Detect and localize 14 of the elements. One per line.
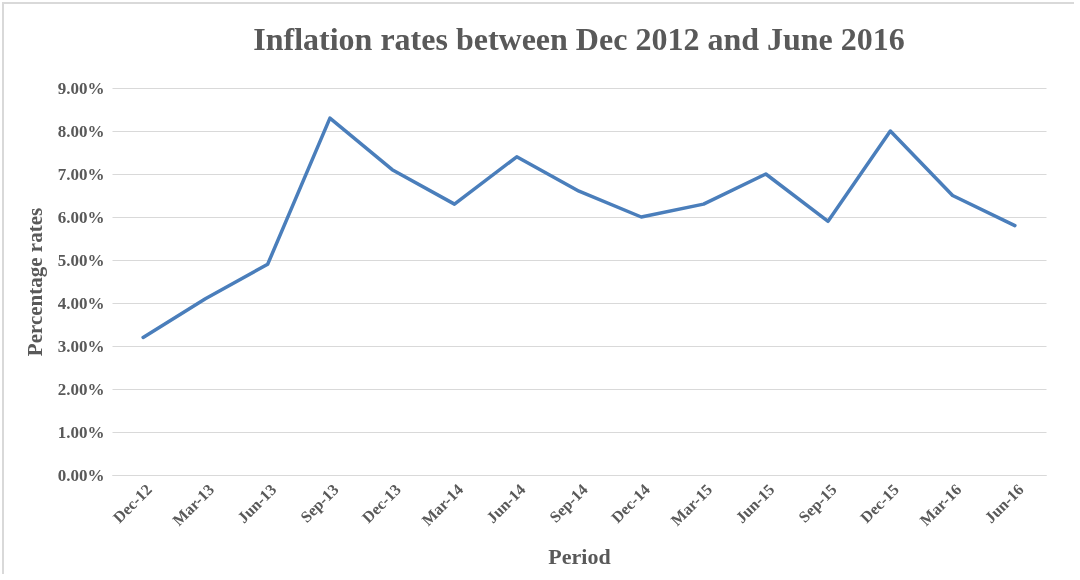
y-tick-label: 5.00% xyxy=(57,250,105,270)
y-tick-label: 0.00% xyxy=(57,465,105,485)
x-axis-title: Period xyxy=(548,543,611,569)
y-tick-label: 7.00% xyxy=(57,164,105,184)
y-tick-label: 6.00% xyxy=(57,207,105,227)
chart-title: Inflation rates between Dec 2012 and June 2016 xyxy=(253,21,905,57)
y-tick-label: 2.00% xyxy=(57,379,105,399)
line-series xyxy=(141,116,1017,340)
y-tick-label: 9.00% xyxy=(57,78,105,98)
y-tick-label: 8.00% xyxy=(57,121,105,141)
y-tick-label: 4.00% xyxy=(57,293,105,313)
y-axis-title: Percentage rates xyxy=(22,207,47,357)
y-tick-label: 1.00% xyxy=(57,422,105,442)
y-tick-label: 3.00% xyxy=(57,336,105,356)
